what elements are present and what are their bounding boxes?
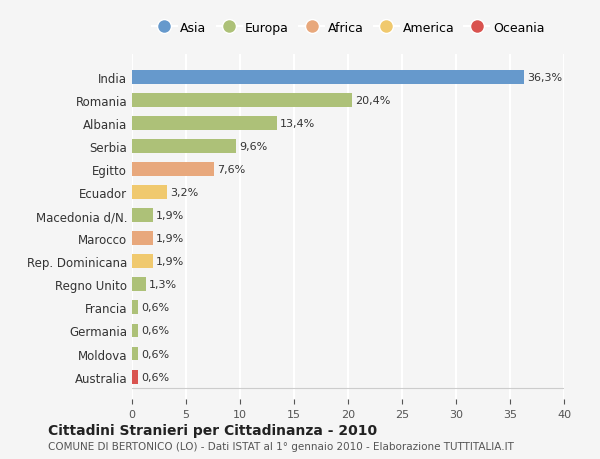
Bar (132, 278, 146, 291)
Bar (132, 140, 236, 154)
Text: 0,6%: 0,6% (142, 326, 170, 336)
Bar (132, 117, 277, 130)
Bar (132, 347, 139, 361)
Text: 0,6%: 0,6% (142, 372, 170, 382)
Text: 3,2%: 3,2% (170, 188, 198, 198)
Bar (132, 94, 352, 107)
Bar (132, 370, 139, 384)
Text: 1,9%: 1,9% (156, 234, 184, 244)
Bar (132, 232, 152, 246)
Text: 20,4%: 20,4% (356, 95, 391, 106)
Bar (132, 209, 152, 223)
Bar (132, 163, 214, 177)
Legend: Asia, Europa, Africa, America, Oceania: Asia, Europa, Africa, America, Oceania (146, 17, 550, 39)
Text: 0,6%: 0,6% (142, 349, 170, 359)
Bar (132, 186, 167, 200)
Text: COMUNE DI BERTONICO (LO) - Dati ISTAT al 1° gennaio 2010 - Elaborazione TUTTITAL: COMUNE DI BERTONICO (LO) - Dati ISTAT al… (48, 441, 514, 451)
Text: 36,3%: 36,3% (527, 73, 562, 83)
Bar (132, 324, 139, 338)
Text: 1,9%: 1,9% (156, 211, 184, 221)
Text: 0,6%: 0,6% (142, 303, 170, 313)
Bar (132, 301, 139, 315)
Text: 1,3%: 1,3% (149, 280, 178, 290)
Text: 13,4%: 13,4% (280, 119, 315, 129)
Text: 1,9%: 1,9% (156, 257, 184, 267)
Bar (132, 255, 152, 269)
Text: Cittadini Stranieri per Cittadinanza - 2010: Cittadini Stranieri per Cittadinanza - 2… (48, 423, 377, 437)
Bar (132, 71, 524, 84)
Text: 9,6%: 9,6% (239, 142, 267, 151)
Text: 7,6%: 7,6% (217, 165, 245, 175)
